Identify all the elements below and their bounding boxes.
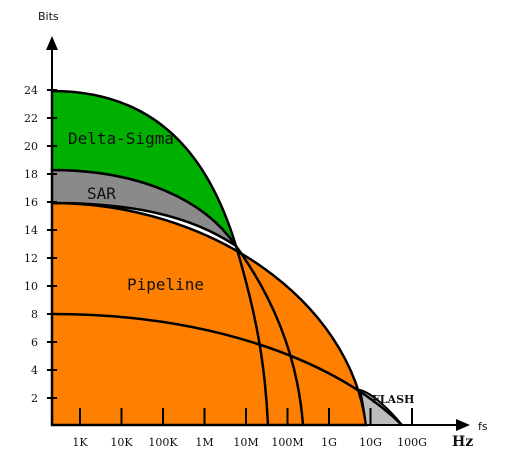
y-tick-label: 6 (31, 336, 38, 349)
x-axis-unit: Hz (452, 434, 473, 450)
y-tick-label: 12 (24, 252, 38, 265)
x-tick-label: 1M (195, 436, 213, 449)
x-axis-arrow (456, 419, 470, 431)
flash-label: FLASH (372, 393, 414, 406)
flash-boundary (51, 312, 403, 426)
x-tick-label: 10K (110, 436, 133, 449)
y-tick-label: 22 (24, 112, 38, 125)
x-tick-label: 10M (233, 436, 258, 449)
y-tick-label: 10 (24, 280, 38, 293)
x-tick-label: 100K (148, 436, 178, 449)
x-tick-label: 1K (72, 436, 88, 449)
delta-sigma-region (50, 89, 238, 247)
pipeline-region (50, 201, 368, 427)
pipeline-label: Pipeline (127, 275, 204, 294)
y-tick-label: 4 (31, 364, 38, 377)
y-axis-arrow (46, 36, 58, 50)
delta-sigma-label: Delta-Sigma (68, 129, 174, 148)
y-tick-label: 24 (24, 84, 38, 97)
y-tick-label: 8 (31, 308, 38, 321)
x-tick-label: 10G (359, 436, 382, 449)
y-tick-label: 20 (24, 140, 38, 153)
y-axis-title: Bits (38, 10, 59, 23)
x-axis-title: fs (478, 420, 488, 433)
y-tick-label: 16 (24, 196, 38, 209)
delta-sigma-boundary (234, 245, 270, 426)
y-tick-label: 14 (24, 224, 38, 237)
x-ticks: 1K 10K 100K 1M 10M 100M 1G 10G 100G (72, 408, 427, 449)
sar-boundary (234, 245, 305, 426)
y-tick-label: 2 (31, 392, 38, 405)
x-tick-label: 1G (321, 436, 337, 449)
x-tick-label: 100M (271, 436, 303, 449)
x-tick-label: 100G (397, 436, 427, 449)
sar-label: SAR (87, 184, 116, 203)
y-tick-label: 18 (24, 168, 38, 181)
